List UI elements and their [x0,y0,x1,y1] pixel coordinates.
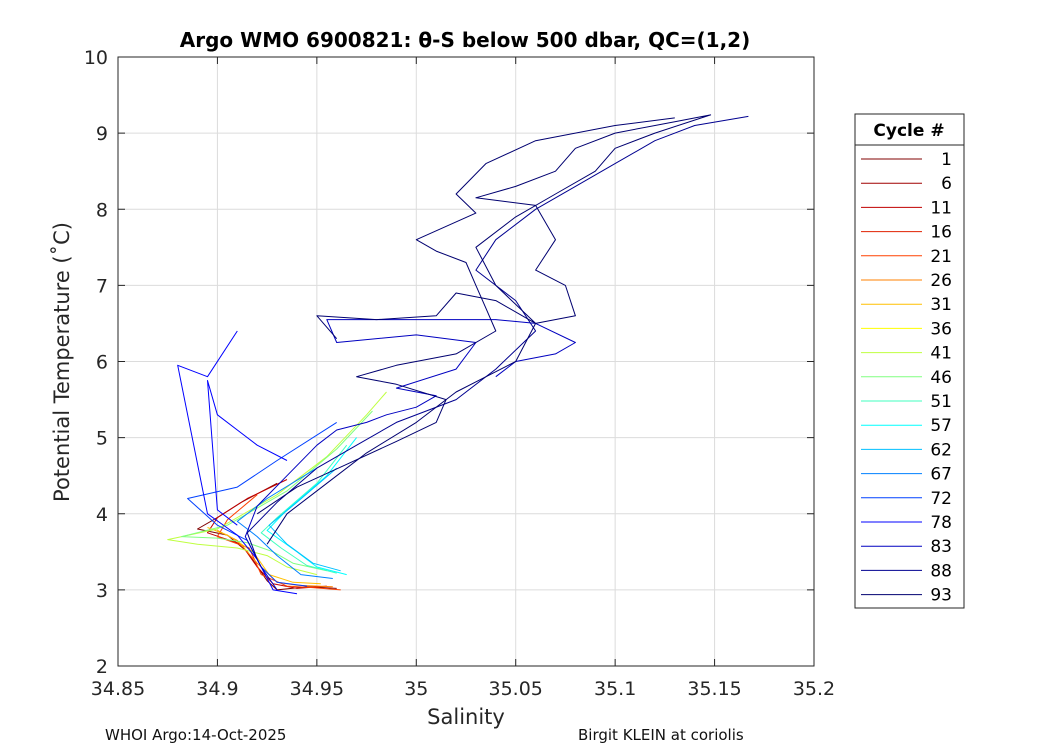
legend-label: 51 [930,392,952,412]
legend-label: 16 [930,223,952,243]
profile-line-13 [207,380,288,526]
x-tick-label: 35.2 [793,678,835,700]
legend-label: 57 [930,416,952,436]
x-axis-label: Salinity [427,705,505,729]
y-tick-label: 6 [96,352,108,374]
profile-line-6 [181,410,373,572]
profile-line-12 [177,330,298,595]
x-tick-label: 35.15 [687,678,741,700]
profile-line-17 [256,117,675,515]
legend-label: 62 [930,440,952,460]
legend-label: 26 [930,271,952,291]
legend-label: 11 [930,198,952,218]
y-tick-label: 9 [96,123,108,145]
x-tick-label: 34.9 [196,678,238,700]
y-tick-label: 3 [96,580,108,602]
legend-box [854,113,965,609]
series-layer [167,114,749,595]
chart-title: Argo WMO 6900821: θ-S below 500 dbar, QC… [180,28,750,52]
legend-label: 88 [930,561,952,581]
profile-line-16 [266,114,712,545]
x-tick-label: 34.85 [91,678,145,700]
profile-line-15 [246,115,749,560]
profile-line-8 [266,437,357,576]
footer-source: WHOI Argo:14-Oct-2025 [105,726,287,744]
y-tick-label: 5 [96,428,108,450]
x-tick-label: 35.05 [489,678,543,700]
legend-label: 83 [930,537,952,557]
legend-label: 46 [930,368,952,388]
legend-label: 1 [941,150,952,170]
profile-line-5 [167,391,387,576]
legend-label: 31 [930,295,952,315]
legend-label: 6 [941,174,952,194]
legend-label: 93 [930,586,952,606]
x-tick-labels: 34.85 34.9 34.95 35 35.05 35.1 35.15 35.2 [91,678,835,700]
profile-line-10 [236,467,333,579]
legend-label: 72 [930,489,952,509]
legend-title: Cycle # [873,121,944,141]
legend-label: 21 [930,247,952,267]
legend-label: 78 [930,513,952,533]
x-tick-label: 35.1 [594,678,636,700]
y-tick-label: 8 [96,199,108,221]
plot-frame [117,56,815,667]
x-tick-label: 34.95 [290,678,344,700]
y-tick-label: 4 [96,504,108,526]
profile-line-7 [260,444,348,574]
y-tick-label: 10 [84,47,108,69]
y-axis-label: Potential Temperature (˚C) [50,222,74,502]
x-tick-label: 35 [404,678,428,700]
legend: Cycle # 16111621263136414651576267727883… [854,113,965,609]
legend-label: 67 [930,465,952,485]
profile-line-14 [244,319,576,591]
y-tick-label: 2 [96,656,108,678]
profile-line-9 [268,467,341,572]
y-tick-label: 7 [96,275,108,297]
footer-credit: Birgit KLEIN at coriolis [578,726,744,744]
y-tick-labels: 2 3 4 5 6 7 8 9 10 [84,47,108,678]
legend-label: 41 [930,344,952,364]
profile-line-11 [187,421,337,587]
legend-label: 36 [930,319,952,339]
profile-line-4 [207,527,321,585]
